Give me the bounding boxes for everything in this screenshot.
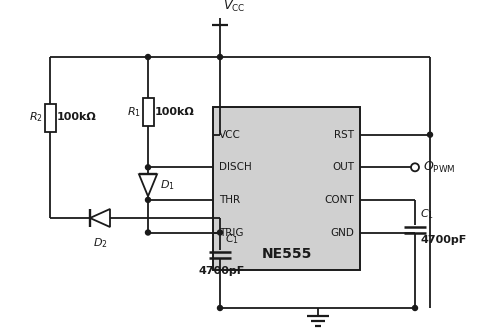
Circle shape [411, 163, 419, 171]
Text: 4700pF: 4700pF [198, 265, 244, 276]
Text: $D_1$: $D_1$ [160, 178, 175, 192]
Circle shape [218, 230, 222, 235]
Text: 100kΩ: 100kΩ [57, 113, 97, 123]
Circle shape [218, 54, 222, 59]
Text: OUT: OUT [332, 162, 354, 172]
Bar [143, 98, 153, 126]
Text: $C_1$: $C_1$ [420, 207, 434, 221]
Text: $R_2$: $R_2$ [29, 111, 43, 124]
Text: DISCH: DISCH [219, 162, 252, 172]
Circle shape [146, 198, 150, 202]
Text: $R_1$: $R_1$ [127, 105, 141, 119]
Polygon shape [139, 174, 157, 196]
Circle shape [146, 54, 150, 59]
Text: VCC: VCC [219, 130, 241, 140]
Text: 4700pF: 4700pF [420, 235, 466, 245]
Text: 100kΩ: 100kΩ [155, 107, 195, 117]
Bar [45, 103, 55, 131]
Text: CONT: CONT [324, 195, 354, 205]
Text: RST: RST [334, 130, 354, 140]
Text: $C_1$: $C_1$ [225, 233, 239, 246]
Text: NE555: NE555 [261, 247, 312, 261]
Circle shape [218, 305, 222, 310]
Polygon shape [90, 209, 110, 227]
Text: $D_2$: $D_2$ [93, 236, 107, 250]
Text: GND: GND [330, 227, 354, 238]
Circle shape [146, 165, 150, 170]
Text: $V_{\mathrm{CC}}$: $V_{\mathrm{CC}}$ [223, 0, 245, 14]
Text: $O_{\mathrm{PWM}}$: $O_{\mathrm{PWM}}$ [423, 160, 456, 175]
Text: TRIG: TRIG [219, 227, 244, 238]
Circle shape [146, 230, 150, 235]
Circle shape [413, 305, 417, 310]
Text: THR: THR [219, 195, 240, 205]
Circle shape [427, 132, 433, 137]
Bar [213, 107, 360, 270]
